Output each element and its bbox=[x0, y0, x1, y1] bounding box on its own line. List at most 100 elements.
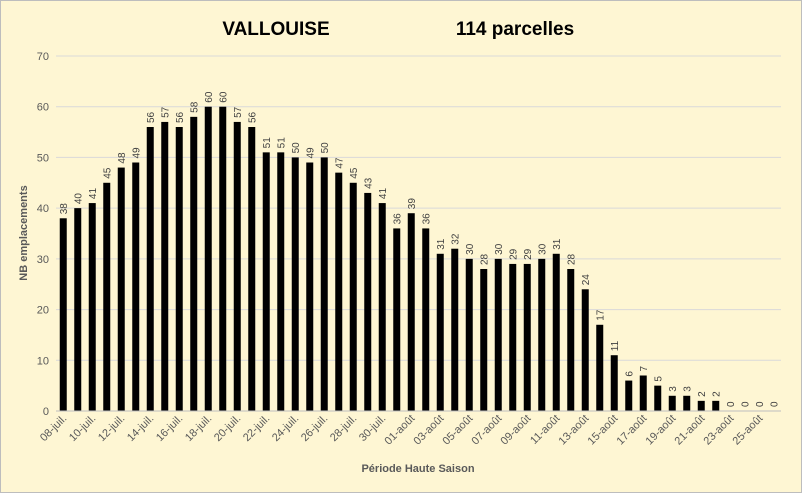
y-tick-label: 20 bbox=[37, 305, 49, 317]
bar bbox=[74, 208, 82, 411]
data-label: 30 bbox=[465, 243, 476, 255]
data-label: 28 bbox=[479, 253, 490, 265]
data-label: 60 bbox=[218, 91, 229, 103]
x-tick-label: 10-juil. bbox=[67, 413, 98, 444]
data-label: 29 bbox=[523, 248, 534, 260]
bar bbox=[248, 127, 256, 411]
bar bbox=[88, 203, 96, 411]
data-label: 51 bbox=[262, 137, 273, 149]
y-tick-label: 0 bbox=[43, 406, 49, 418]
x-tick-label: 24-juil. bbox=[270, 413, 301, 444]
data-label: 49 bbox=[305, 147, 316, 159]
bar bbox=[190, 116, 198, 411]
y-tick-label: 50 bbox=[37, 152, 49, 164]
data-label: 49 bbox=[131, 147, 142, 159]
x-tick-label: 01-août bbox=[383, 413, 418, 448]
bar bbox=[422, 228, 430, 411]
bar bbox=[306, 162, 314, 411]
x-axis-ticks: 08-juil.10-juil.12-juil.14-juil.16-juil.… bbox=[38, 413, 765, 448]
bar bbox=[668, 395, 676, 411]
y-tick-label: 60 bbox=[37, 102, 49, 114]
data-label: 0 bbox=[740, 401, 751, 407]
x-tick-label: 16-juil. bbox=[154, 413, 185, 444]
y-axis-title: NB emplacements bbox=[18, 185, 30, 280]
data-label: 28 bbox=[566, 253, 577, 265]
bar bbox=[262, 152, 270, 411]
data-label: 51 bbox=[276, 137, 287, 149]
bar bbox=[59, 218, 67, 411]
data-label: 3 bbox=[668, 386, 679, 392]
data-label: 17 bbox=[595, 309, 606, 321]
bar bbox=[204, 106, 212, 411]
bar bbox=[349, 182, 357, 411]
chart-subtitle: 114 parcelles bbox=[456, 19, 574, 40]
bar bbox=[407, 213, 415, 411]
data-label: 7 bbox=[639, 366, 650, 372]
x-tick-label: 13-août bbox=[557, 413, 592, 448]
data-label: 0 bbox=[769, 401, 780, 407]
data-label: 57 bbox=[233, 106, 244, 118]
bar bbox=[465, 258, 473, 411]
bar bbox=[581, 289, 589, 411]
data-label: 40 bbox=[73, 193, 84, 205]
data-label: 0 bbox=[755, 401, 766, 407]
data-label: 43 bbox=[363, 177, 374, 189]
data-label: 36 bbox=[392, 213, 403, 225]
data-label: 57 bbox=[160, 106, 171, 118]
data-label: 2 bbox=[697, 391, 708, 397]
x-tick-label: 05-août bbox=[441, 413, 476, 448]
bar bbox=[538, 258, 546, 411]
x-tick-label: 07-août bbox=[470, 413, 505, 448]
x-tick-label: 21-août bbox=[673, 413, 708, 448]
bar bbox=[320, 157, 328, 411]
bar bbox=[117, 167, 125, 411]
bar bbox=[335, 172, 343, 411]
data-label: 60 bbox=[204, 91, 215, 103]
x-tick-label: 19-août bbox=[644, 413, 679, 448]
x-tick-label: 03-août bbox=[412, 413, 447, 448]
bar bbox=[291, 157, 299, 411]
x-tick-label: 20-juil. bbox=[212, 413, 243, 444]
x-tick-label: 23-août bbox=[702, 413, 737, 448]
data-label: 41 bbox=[88, 188, 99, 200]
x-tick-label: 09-août bbox=[499, 413, 534, 448]
data-label: 47 bbox=[334, 157, 345, 169]
y-axis-ticks: 0 10 20 30 40 50 60 70 bbox=[37, 51, 49, 418]
bar bbox=[277, 152, 285, 411]
bar bbox=[639, 375, 647, 411]
data-label: 30 bbox=[537, 243, 548, 255]
data-label: 29 bbox=[508, 248, 519, 260]
bar bbox=[712, 400, 720, 411]
data-label: 45 bbox=[349, 167, 360, 179]
bar bbox=[436, 253, 444, 411]
x-tick-label: 17-août bbox=[615, 413, 650, 448]
data-label: 56 bbox=[146, 111, 157, 123]
x-tick-label: 11-août bbox=[528, 413, 562, 447]
data-label: 38 bbox=[59, 203, 70, 215]
data-label: 31 bbox=[552, 238, 563, 250]
bar bbox=[596, 324, 604, 411]
data-label: 36 bbox=[421, 213, 432, 225]
data-label: 41 bbox=[378, 188, 389, 200]
data-label: 6 bbox=[624, 371, 635, 377]
x-tick-label: 18-juil. bbox=[183, 413, 214, 444]
data-label: 58 bbox=[189, 101, 200, 113]
bar bbox=[219, 106, 227, 411]
bar bbox=[378, 203, 386, 411]
data-label: 48 bbox=[117, 152, 128, 164]
bar bbox=[480, 269, 488, 411]
x-tick-label: 26-juil. bbox=[299, 413, 330, 444]
bar bbox=[697, 400, 705, 411]
data-label: 56 bbox=[247, 111, 258, 123]
x-tick-label: 12-juil. bbox=[96, 413, 127, 444]
bar bbox=[683, 395, 691, 411]
data-label: 3 bbox=[682, 386, 693, 392]
bar bbox=[161, 121, 169, 411]
bar bbox=[146, 127, 154, 411]
bar bbox=[509, 263, 517, 411]
data-label: 30 bbox=[494, 243, 505, 255]
bar bbox=[610, 355, 618, 411]
